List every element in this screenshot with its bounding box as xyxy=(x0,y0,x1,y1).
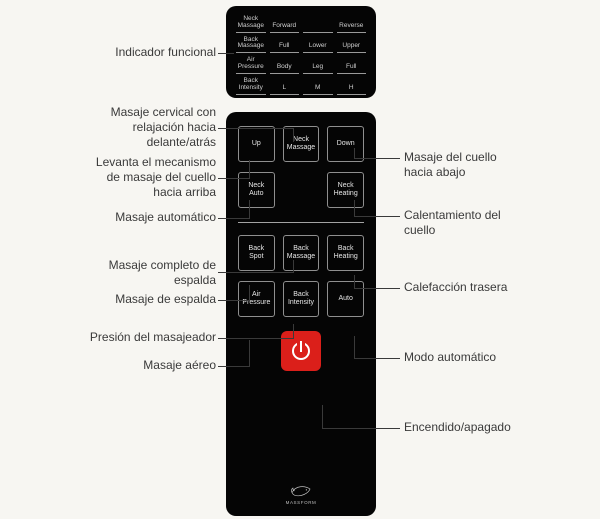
indicator-cell: L xyxy=(270,81,300,95)
indicator-cell: M xyxy=(303,81,333,95)
back-spot-button[interactable]: Back Spot xyxy=(238,235,275,271)
brand-logo: MASSFORM xyxy=(288,480,314,506)
back-heating-button[interactable]: Back Heating xyxy=(327,235,364,271)
back-intensity-button[interactable]: Back Intensity xyxy=(283,281,320,317)
label-back-massage: Masaje completo de espalda xyxy=(0,258,216,288)
lead-line xyxy=(249,340,250,367)
indicator-cell: Reverse xyxy=(337,19,367,33)
label-neck-massage: Masaje cervical con relajación hacia del… xyxy=(0,105,216,150)
lead-line xyxy=(249,160,250,179)
button-row-4: Air Pressure Back Intensity Auto xyxy=(238,281,364,317)
indicator-cell: Air Pressure xyxy=(236,57,266,74)
lead-line xyxy=(218,338,294,339)
indicator-cell: Neck Massage xyxy=(236,16,266,33)
label-back-intensity: Presión del masajeador xyxy=(0,330,216,345)
label-down: Masaje del cuello hacia abajo xyxy=(404,150,594,180)
lead-line xyxy=(218,53,234,54)
back-massage-button[interactable]: Back Massage xyxy=(283,235,320,271)
lead-line xyxy=(354,158,400,159)
label-back-spot: Masaje de espalda xyxy=(0,292,216,307)
indicator-cell: Upper xyxy=(337,39,367,53)
lead-line xyxy=(218,128,294,129)
indicator-cell: Leg xyxy=(303,60,333,74)
brand-name: MASSFORM xyxy=(286,500,317,505)
lead-line xyxy=(218,272,294,273)
auto-button[interactable]: Auto xyxy=(327,281,364,317)
lead-line xyxy=(293,128,294,142)
button-spacer xyxy=(283,172,320,208)
label-back-heating: Calefacción trasera xyxy=(404,280,594,295)
label-auto: Modo automático xyxy=(404,350,594,365)
lead-line xyxy=(322,428,400,429)
indicator-cell: H xyxy=(337,81,367,95)
lead-line xyxy=(354,200,355,217)
indicator-cell: Back Intensity xyxy=(236,78,266,95)
lead-line xyxy=(293,260,294,273)
stage: Neck Massage Forward Reverse Back Massag… xyxy=(0,0,600,519)
lead-line xyxy=(218,218,250,219)
label-up: Levanta el mecanismo de masaje del cuell… xyxy=(0,155,216,200)
air-pressure-button[interactable]: Air Pressure xyxy=(238,281,275,317)
lead-line xyxy=(249,200,250,219)
label-neck-auto: Masaje automático xyxy=(0,210,216,225)
label-neck-heating: Calentamiento del cuello xyxy=(404,208,594,238)
button-row-3: Back Spot Back Massage Back Heating xyxy=(238,235,364,271)
indicator-cell: Full xyxy=(270,39,300,53)
lead-line xyxy=(354,216,400,217)
indicator-row: Back Massage Full Lower Upper xyxy=(236,37,366,54)
lead-line xyxy=(322,405,323,429)
lead-line xyxy=(354,336,355,359)
neck-heating-button[interactable]: Neck Heating xyxy=(327,172,364,208)
indicator-row: Neck Massage Forward Reverse xyxy=(236,16,366,33)
power-button[interactable] xyxy=(281,331,321,371)
indicator-cell: Lower xyxy=(303,39,333,53)
indicator-row: Air Pressure Body Leg Full xyxy=(236,57,366,74)
indicator-row: Back Intensity L M H xyxy=(236,78,366,95)
down-button[interactable]: Down xyxy=(327,126,364,162)
up-button[interactable]: Up xyxy=(238,126,275,162)
lead-line xyxy=(354,358,400,359)
indicator-cell: Forward xyxy=(270,19,300,33)
neck-massage-button[interactable]: Neck Massage xyxy=(283,126,320,162)
lead-line xyxy=(354,275,355,289)
lead-line xyxy=(354,148,355,159)
remote-indicator-panel: Neck Massage Forward Reverse Back Massag… xyxy=(226,6,376,98)
lead-line xyxy=(218,366,250,367)
label-power: Encendido/apagado xyxy=(404,420,594,435)
lead-line xyxy=(218,300,250,301)
indicator-cell: Body xyxy=(270,60,300,74)
button-row-2: Neck Auto Neck Heating xyxy=(238,172,364,208)
lead-line xyxy=(249,285,250,301)
indicator-cell: Back Massage xyxy=(236,37,266,54)
indicator-cell: Full xyxy=(337,60,367,74)
lead-line xyxy=(354,288,400,289)
button-row-1: Up Neck Massage Down xyxy=(238,126,364,162)
divider xyxy=(238,222,364,223)
lead-line xyxy=(293,324,294,339)
label-indicator: Indicador funcional xyxy=(0,45,216,60)
label-air-pressure: Masaje aéreo xyxy=(0,358,216,373)
lead-line xyxy=(218,178,250,179)
indicator-cell xyxy=(303,19,333,33)
power-icon xyxy=(292,342,310,360)
whale-icon xyxy=(290,480,312,498)
